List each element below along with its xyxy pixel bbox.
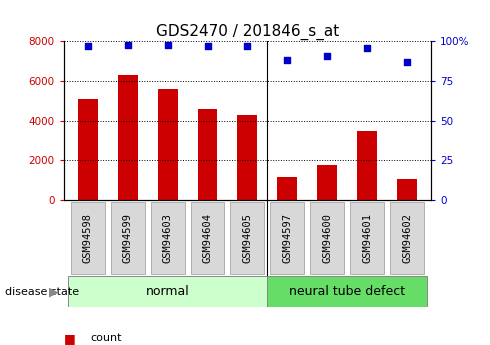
Text: count: count bbox=[91, 333, 122, 343]
Text: GSM94605: GSM94605 bbox=[243, 213, 252, 263]
Bar bbox=[357, 131, 377, 200]
Bar bbox=[238, 115, 257, 200]
FancyBboxPatch shape bbox=[270, 201, 304, 275]
Point bbox=[284, 58, 292, 63]
Point bbox=[123, 42, 131, 47]
FancyBboxPatch shape bbox=[71, 201, 105, 275]
Bar bbox=[68, 276, 268, 307]
Text: GSM94603: GSM94603 bbox=[163, 213, 172, 263]
Point bbox=[244, 43, 251, 49]
Text: GSM94601: GSM94601 bbox=[362, 213, 372, 263]
FancyBboxPatch shape bbox=[310, 201, 344, 275]
Point bbox=[364, 45, 371, 50]
Bar bbox=[158, 89, 177, 200]
Text: ▶: ▶ bbox=[49, 285, 59, 298]
Bar bbox=[118, 75, 138, 200]
Bar bbox=[268, 276, 427, 307]
Bar bbox=[318, 165, 337, 200]
Bar bbox=[277, 177, 297, 200]
FancyBboxPatch shape bbox=[150, 201, 185, 275]
Text: GSM94598: GSM94598 bbox=[83, 213, 93, 263]
Bar bbox=[78, 99, 98, 200]
Bar bbox=[197, 109, 218, 200]
FancyBboxPatch shape bbox=[230, 201, 265, 275]
FancyBboxPatch shape bbox=[111, 201, 145, 275]
Text: GSM94602: GSM94602 bbox=[402, 213, 412, 263]
Point bbox=[203, 43, 211, 49]
Text: neural tube defect: neural tube defect bbox=[289, 285, 405, 298]
FancyBboxPatch shape bbox=[350, 201, 384, 275]
FancyBboxPatch shape bbox=[390, 201, 424, 275]
Text: GSM94599: GSM94599 bbox=[122, 213, 133, 263]
Bar bbox=[397, 179, 417, 200]
Point bbox=[323, 53, 331, 58]
Title: GDS2470 / 201846_s_at: GDS2470 / 201846_s_at bbox=[156, 24, 339, 40]
Point bbox=[403, 59, 411, 65]
Text: disease state: disease state bbox=[5, 287, 79, 296]
Point bbox=[84, 43, 92, 49]
Text: GSM94597: GSM94597 bbox=[282, 213, 293, 263]
Text: GSM94604: GSM94604 bbox=[202, 213, 213, 263]
Text: normal: normal bbox=[146, 285, 190, 298]
Text: GSM94600: GSM94600 bbox=[322, 213, 332, 263]
Text: ■: ■ bbox=[64, 332, 75, 345]
FancyBboxPatch shape bbox=[191, 201, 224, 275]
Point bbox=[164, 42, 171, 47]
